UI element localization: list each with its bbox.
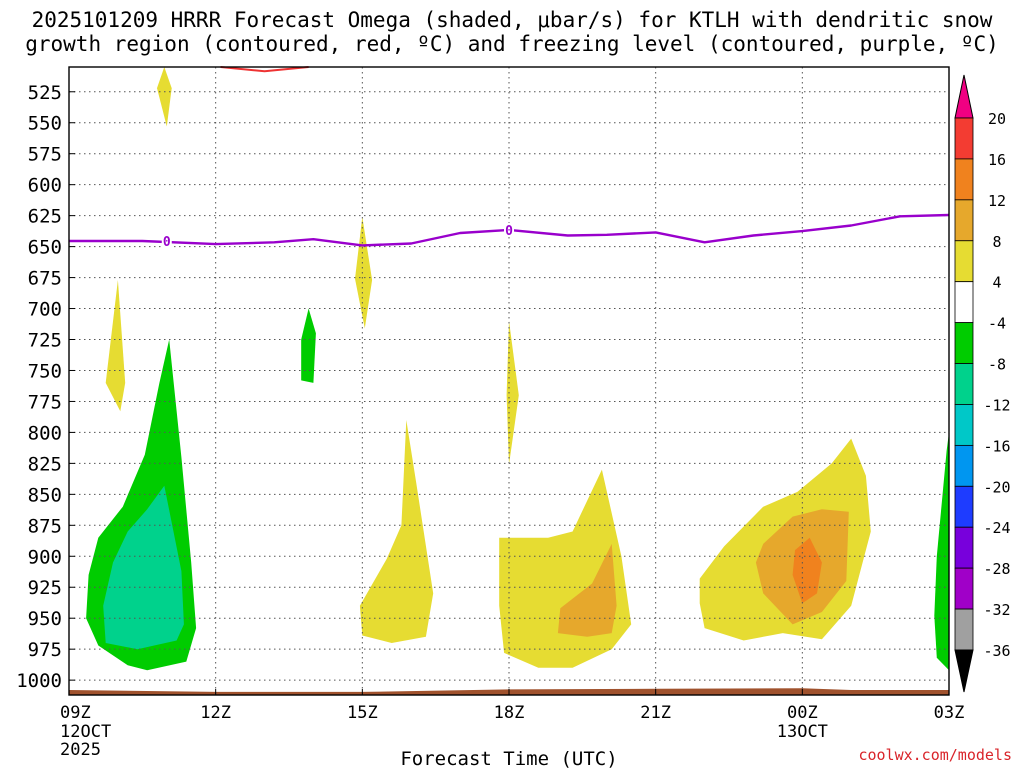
freezing-label-bg-1 — [504, 222, 514, 237]
omega-region-0 — [157, 67, 172, 127]
omega-region-10 — [301, 308, 316, 383]
x-tick-label-15Z: 15Z — [347, 703, 378, 723]
x-tick-date-09Z: 12OCT — [60, 722, 111, 742]
y-tick-label-800: 800 — [28, 422, 62, 444]
colorbar-label-0: 20 — [988, 110, 1006, 128]
y-tick-label-600: 600 — [28, 175, 62, 197]
freezing-level-label-1: 0 — [505, 224, 513, 239]
y-tick-label-725: 725 — [28, 330, 62, 352]
y-tick-label-675: 675 — [28, 268, 62, 290]
y-tick-label-925: 925 — [28, 577, 62, 599]
y-tick-label-650: 650 — [28, 237, 62, 259]
colorbar-label-2: 12 — [988, 192, 1006, 210]
omega-region-7 — [557, 543, 617, 637]
colorbar-upper-arrow — [954, 74, 974, 119]
colorbar-label-3: 8 — [992, 233, 1001, 251]
y-tick-label-575: 575 — [28, 144, 62, 166]
omega-shading-layer — [69, 67, 949, 695]
colorbar-band-12 — [954, 608, 974, 651]
colorbar-band-11 — [954, 567, 974, 610]
y-tick-label-1000: 1000 — [16, 670, 62, 692]
colorbar-label-6: -8 — [988, 356, 1006, 374]
y-tick-label-750: 750 — [28, 360, 62, 382]
y-tick-label-975: 975 — [28, 639, 62, 661]
chart-title-line-2: growth region (contoured, red, ºC) and f… — [25, 32, 999, 56]
dgz-contour — [220, 66, 309, 73]
y-tick-label-700: 700 — [28, 299, 62, 321]
x-tick-date-00Z: 13OCT — [777, 722, 828, 742]
colorbar-band-1 — [954, 158, 974, 201]
x-tick-label-03Z: 03Z — [934, 703, 965, 723]
y-tick-label-900: 900 — [28, 546, 62, 568]
colorbar-label-9: -20 — [983, 478, 1010, 496]
colorbar-label-1: 16 — [988, 151, 1006, 169]
colorbar-band-6 — [954, 363, 974, 405]
x-tick-label-12Z: 12Z — [200, 703, 231, 723]
colorbar-label-4: 4 — [992, 274, 1001, 292]
omega-region-4 — [359, 420, 434, 643]
omega-region-12 — [934, 432, 949, 671]
x-tick-label-09Z: 09Z — [60, 703, 91, 723]
freezing-level-contour — [69, 213, 950, 247]
x-tick-year-09Z: 2025 — [60, 740, 101, 760]
y-tick-label-850: 850 — [28, 484, 62, 506]
y-tick-label-550: 550 — [28, 113, 62, 135]
colorbar-label-13: -36 — [983, 642, 1010, 660]
colorbar-lower-arrow — [954, 649, 974, 693]
colorbar-band-8 — [954, 444, 974, 487]
omega-region-1 — [105, 280, 126, 412]
colorbar-band-4 — [954, 281, 974, 324]
colorbar-band-9 — [954, 485, 974, 528]
y-tick-label-950: 950 — [28, 608, 62, 630]
omega-region-3 — [506, 320, 519, 465]
x-tick-label-00Z: 00Z — [787, 703, 818, 723]
freezing-label-bg-0 — [161, 234, 172, 249]
x-tick-label-18Z: 18Z — [494, 703, 525, 723]
x-tick-label-21Z: 21Z — [640, 703, 671, 723]
contour-layer: 00 — [69, 66, 950, 250]
credit-text[interactable]: coolwx.com/models — [858, 746, 1012, 764]
colorbar-band-7 — [954, 404, 974, 446]
omega-region-13 — [103, 485, 184, 650]
y-tick-label-875: 875 — [28, 515, 62, 537]
colorbar-label-12: -32 — [983, 601, 1010, 619]
colorbar-band-2 — [954, 199, 974, 242]
freezing-level-label-0: 0 — [163, 235, 171, 250]
y-tick-label-525: 525 — [28, 82, 62, 104]
colorbar-label-11: -28 — [983, 560, 1010, 578]
colorbar-band-0 — [954, 117, 974, 160]
y-tick-label-775: 775 — [28, 391, 62, 413]
y-tick-label-625: 625 — [28, 206, 62, 228]
x-axis-label: Forecast Time (UTC) — [400, 748, 617, 768]
colorbar-label-8: -16 — [983, 437, 1010, 455]
colorbar-label-7: -12 — [983, 396, 1010, 414]
colorbar-band-10 — [954, 526, 974, 569]
colorbar-band-3 — [954, 240, 974, 283]
colorbar-label-10: -24 — [983, 519, 1010, 537]
y-tick-label-825: 825 — [28, 453, 62, 475]
omega-region-2 — [355, 216, 373, 329]
colorbar-band-5 — [954, 322, 974, 364]
y-axis: 525 550 575 600 625 650 675 700 725 750 775 800 825 8… — [16, 82, 75, 692]
chart-title-line-1: 2025101209 HRRR Forecast Omega (shaded, … — [31, 8, 993, 32]
grid-layer — [69, 67, 949, 695]
omega-colorbar: 20 16 12 8 4 -4 -8 -12 -16 -20 -24 -28 -32 -36 — [954, 74, 1011, 693]
colorbar-label-5: -4 — [988, 315, 1006, 333]
